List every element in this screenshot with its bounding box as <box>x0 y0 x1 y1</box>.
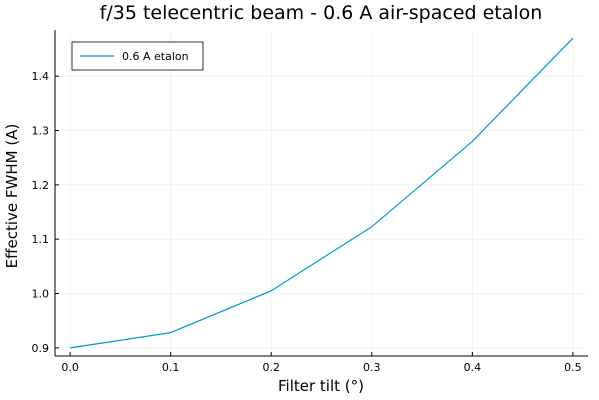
y-tick-label: 1.2 <box>32 179 50 192</box>
series-layer <box>70 37 574 349</box>
legend-entry-label: 0.6 A etalon <box>122 50 189 63</box>
x-tick-label: 0.2 <box>262 361 280 374</box>
x-tick-label: 0.5 <box>564 361 582 374</box>
y-tick-label: 0.9 <box>32 342 50 355</box>
y-axis-label: Effective FWHM (A) <box>3 124 21 269</box>
x-tick-label: 0.3 <box>363 361 381 374</box>
x-tick-label: 0.1 <box>162 361 180 374</box>
grid <box>55 30 588 356</box>
x-tick-label: 0.0 <box>61 361 79 374</box>
y-tick-label: 1.0 <box>32 288 50 301</box>
x-axis-label: Filter tilt (°) <box>278 377 364 395</box>
chart-title: f/35 telecentric beam - 0.6 A air-spaced… <box>100 2 543 24</box>
ticks: 0.0 0.1 0.2 0.3 0.4 0.5 0.9 1.0 1.1 1.2 1.3 1.4 <box>32 70 582 374</box>
x-tick-label: 0.4 <box>464 361 482 374</box>
legend: 0.6 A etalon <box>71 41 204 71</box>
series-line-0 <box>70 37 574 349</box>
y-tick-label: 1.4 <box>32 70 50 83</box>
y-tick-label: 1.3 <box>32 125 50 138</box>
y-tick-label: 1.1 <box>32 233 50 246</box>
axes <box>54 30 588 357</box>
